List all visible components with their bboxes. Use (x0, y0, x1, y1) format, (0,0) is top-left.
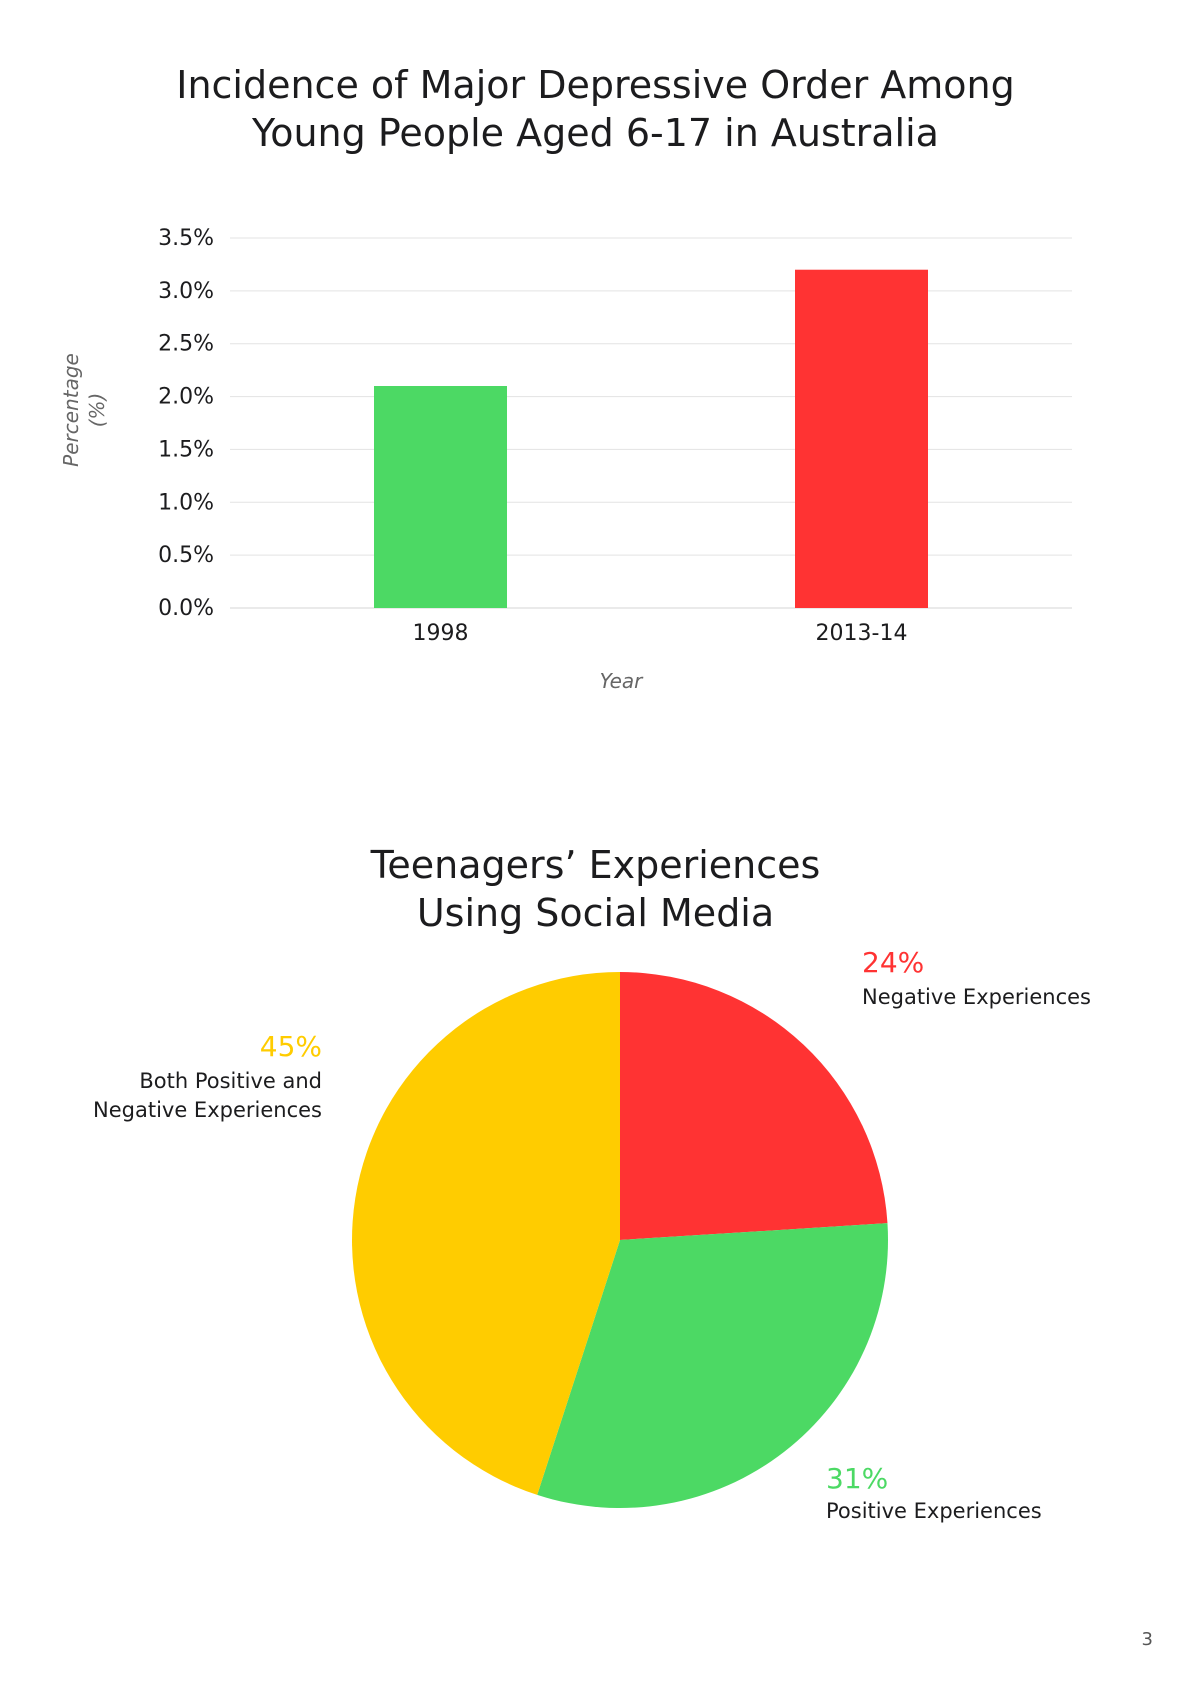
slice-percent-label: 31% (826, 1462, 888, 1495)
y-tick-label: 2.0% (158, 385, 214, 410)
y-tick-label: 0.0% (158, 596, 214, 621)
y-axis-label-line: Percentage (59, 353, 83, 467)
y-axis-label: Percentage (%) (59, 353, 109, 467)
slice-percent-label: 24% (862, 946, 924, 979)
y-tick-label: 0.5% (158, 543, 214, 568)
y-tick-label: 1.0% (158, 490, 214, 515)
pie-chart-title: Teenagers’ Experiences Using Social Media (370, 843, 821, 935)
slice-label: Both Positive and (139, 1069, 322, 1093)
y-tick-label: 3.5% (158, 226, 214, 251)
x-axis-label: Year (600, 669, 645, 693)
y-tick-label: 2.5% (158, 332, 214, 357)
x-tick-label: 1998 (413, 621, 469, 646)
pie-chart: 24% Negative Experiences 31% Positive Exper… (93, 946, 1091, 1523)
pie-slice-both-positive-and-negative-experiences (352, 972, 620, 1495)
page-number: 3 (1141, 1629, 1153, 1650)
bar-chart-title: Incidence of Major Depressive Order Amon… (176, 63, 1015, 155)
y-tick-label: 3.0% (158, 279, 214, 304)
bar-2013-14 (795, 269, 928, 608)
bar-chart: 0.0% 0.5% 1.0% 1.5% 2.0% 2.5% 3.0% 3.5% 1998 2013… (59, 226, 1072, 693)
slice-percent-label: 45% (260, 1030, 322, 1063)
bar-1998 (374, 386, 507, 608)
y-axis-label-line: (%) (85, 393, 109, 428)
x-tick-label: 2013-14 (816, 621, 908, 646)
pie-slice-negative-experiences (620, 972, 888, 1240)
slice-label: Negative Experiences (93, 1098, 322, 1122)
y-tick-label: 1.5% (158, 437, 214, 462)
pie-slice-positive-experiences (537, 1223, 888, 1508)
slice-label: Positive Experiences (826, 1499, 1042, 1523)
slice-label: Negative Experiences (862, 985, 1091, 1009)
